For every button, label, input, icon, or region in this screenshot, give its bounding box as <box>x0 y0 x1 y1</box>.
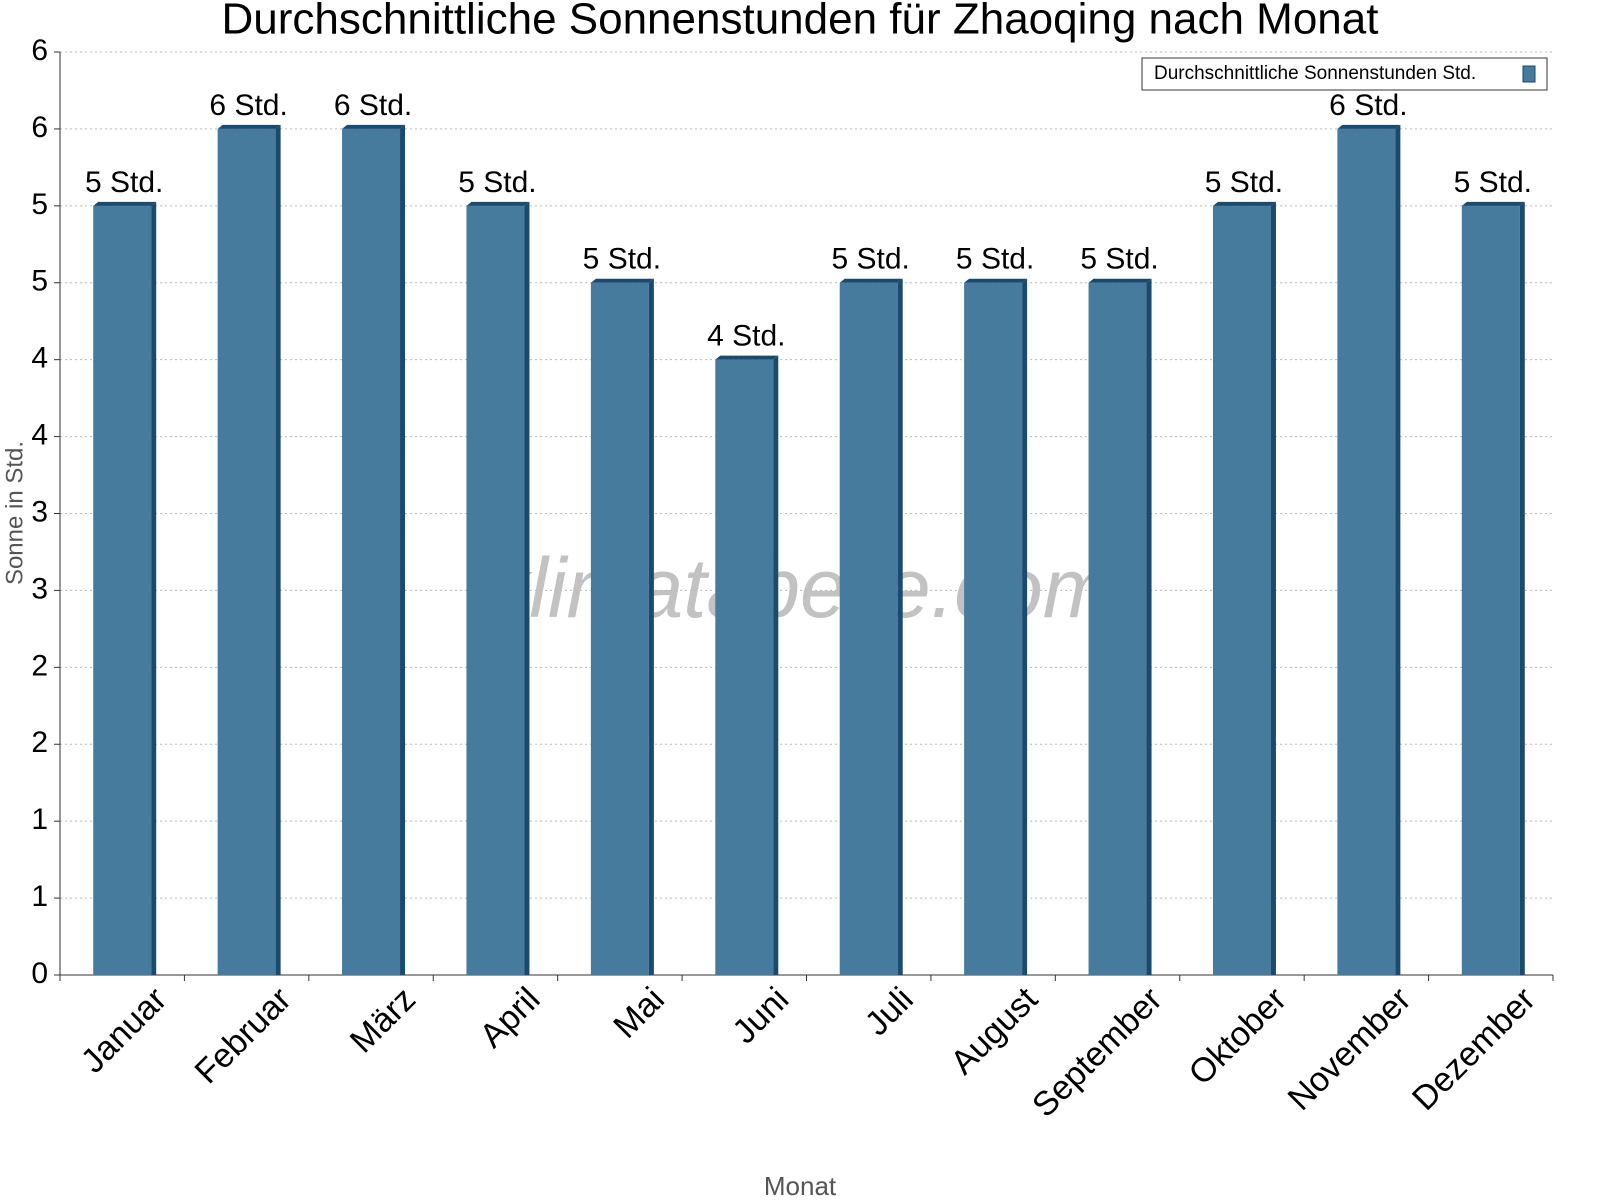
bar-top <box>1337 124 1401 129</box>
value-label: 5 Std. <box>956 243 1034 276</box>
y-tick-label: 6 <box>31 111 48 144</box>
x-tick-label: Juni <box>725 980 796 1051</box>
bar <box>466 201 530 976</box>
bar <box>964 278 1028 975</box>
bar-face <box>1212 205 1271 976</box>
bar <box>590 278 654 975</box>
bar-face <box>466 205 525 976</box>
value-label: 5 Std. <box>583 243 661 276</box>
bar <box>93 201 157 976</box>
value-label: 6 Std. <box>1329 89 1407 122</box>
value-label: 5 Std. <box>832 243 910 276</box>
bar-side <box>151 201 157 976</box>
value-label: 5 Std. <box>458 166 536 199</box>
value-label: 6 Std. <box>209 89 287 122</box>
bar-side <box>773 355 779 976</box>
bar-face <box>1088 282 1147 975</box>
bar-side <box>897 278 903 975</box>
y-tick-label: 0 <box>31 957 48 990</box>
y-tick-label: 1 <box>31 880 48 913</box>
bar-top <box>342 124 406 129</box>
x-tick-label: November <box>1281 980 1419 1118</box>
y-tick-label: 6 <box>31 34 48 67</box>
y-tick-label: 4 <box>31 342 48 375</box>
bar-top <box>466 201 530 206</box>
value-label: 5 Std. <box>85 166 163 199</box>
bar-top <box>217 124 281 129</box>
bar-top <box>1212 201 1276 206</box>
x-tick-label: Oktober <box>1182 980 1294 1092</box>
y-tick-label: 3 <box>31 572 48 605</box>
bar-side <box>1519 201 1525 976</box>
bar-side <box>400 124 406 975</box>
bar <box>839 278 903 975</box>
y-tick-label: 1 <box>31 803 48 836</box>
bar <box>1088 278 1152 975</box>
bar-top <box>839 278 903 283</box>
x-tick-label: Juli <box>858 980 921 1043</box>
x-tick-label: Februar <box>188 980 299 1091</box>
bar <box>715 355 779 976</box>
bar-side <box>1270 201 1276 976</box>
legend-box <box>1141 57 1548 91</box>
bar-face <box>93 205 152 976</box>
bar-face <box>964 282 1023 975</box>
x-tick-label: Mai <box>606 980 672 1046</box>
x-axis-label: Monat <box>764 1171 837 1200</box>
bar-face <box>217 128 276 975</box>
bar-side <box>524 201 530 976</box>
bar-face <box>342 128 401 975</box>
bar-face <box>839 282 898 975</box>
y-tick-label: 5 <box>31 188 48 221</box>
y-tick-label: 2 <box>31 726 48 759</box>
legend-label: Durchschnittliche Sonnenstunden Std. <box>1154 63 1476 84</box>
bar-top <box>590 278 654 283</box>
bar-face <box>1337 128 1396 975</box>
value-label: 5 Std. <box>1205 166 1283 199</box>
bar-side <box>1022 278 1028 975</box>
bar <box>342 124 406 975</box>
y-axis-label: Sonne in Std. <box>1 441 28 585</box>
bar <box>1337 124 1401 975</box>
bar-side <box>1146 278 1152 975</box>
bar <box>217 124 281 975</box>
bar-side <box>275 124 281 975</box>
value-label: 4 Std. <box>707 320 785 353</box>
bar-top <box>1461 201 1525 206</box>
bar-top <box>964 278 1028 283</box>
x-tick-label: August <box>943 980 1045 1082</box>
bar-side <box>648 278 654 975</box>
bar-top <box>1088 278 1152 283</box>
y-tick-label: 4 <box>31 419 48 452</box>
bar-face <box>590 282 649 975</box>
chart-title: Durchschnittliche Sonnenstunden für Zhao… <box>222 0 1379 44</box>
bar-face <box>715 359 774 976</box>
bar-face <box>1461 205 1520 976</box>
x-tick-label: Dezember <box>1405 980 1543 1118</box>
y-tick-label: 3 <box>31 495 48 528</box>
bar-side <box>1395 124 1401 975</box>
y-tick-label: 2 <box>31 649 48 682</box>
x-tick-label: September <box>1025 980 1169 1124</box>
y-tick-label: 5 <box>31 265 48 298</box>
bar-top <box>715 355 779 360</box>
value-label: 5 Std. <box>1080 243 1158 276</box>
x-tick-label: April <box>472 980 547 1055</box>
bar-top <box>93 201 157 206</box>
legend-swatch <box>1522 65 1536 83</box>
bar <box>1461 201 1525 976</box>
x-tick-label: März <box>343 980 423 1060</box>
value-label: 6 Std. <box>334 89 412 122</box>
bar <box>1212 201 1276 976</box>
value-label: 5 Std. <box>1454 166 1532 199</box>
x-tick-label: Januar <box>74 980 174 1080</box>
